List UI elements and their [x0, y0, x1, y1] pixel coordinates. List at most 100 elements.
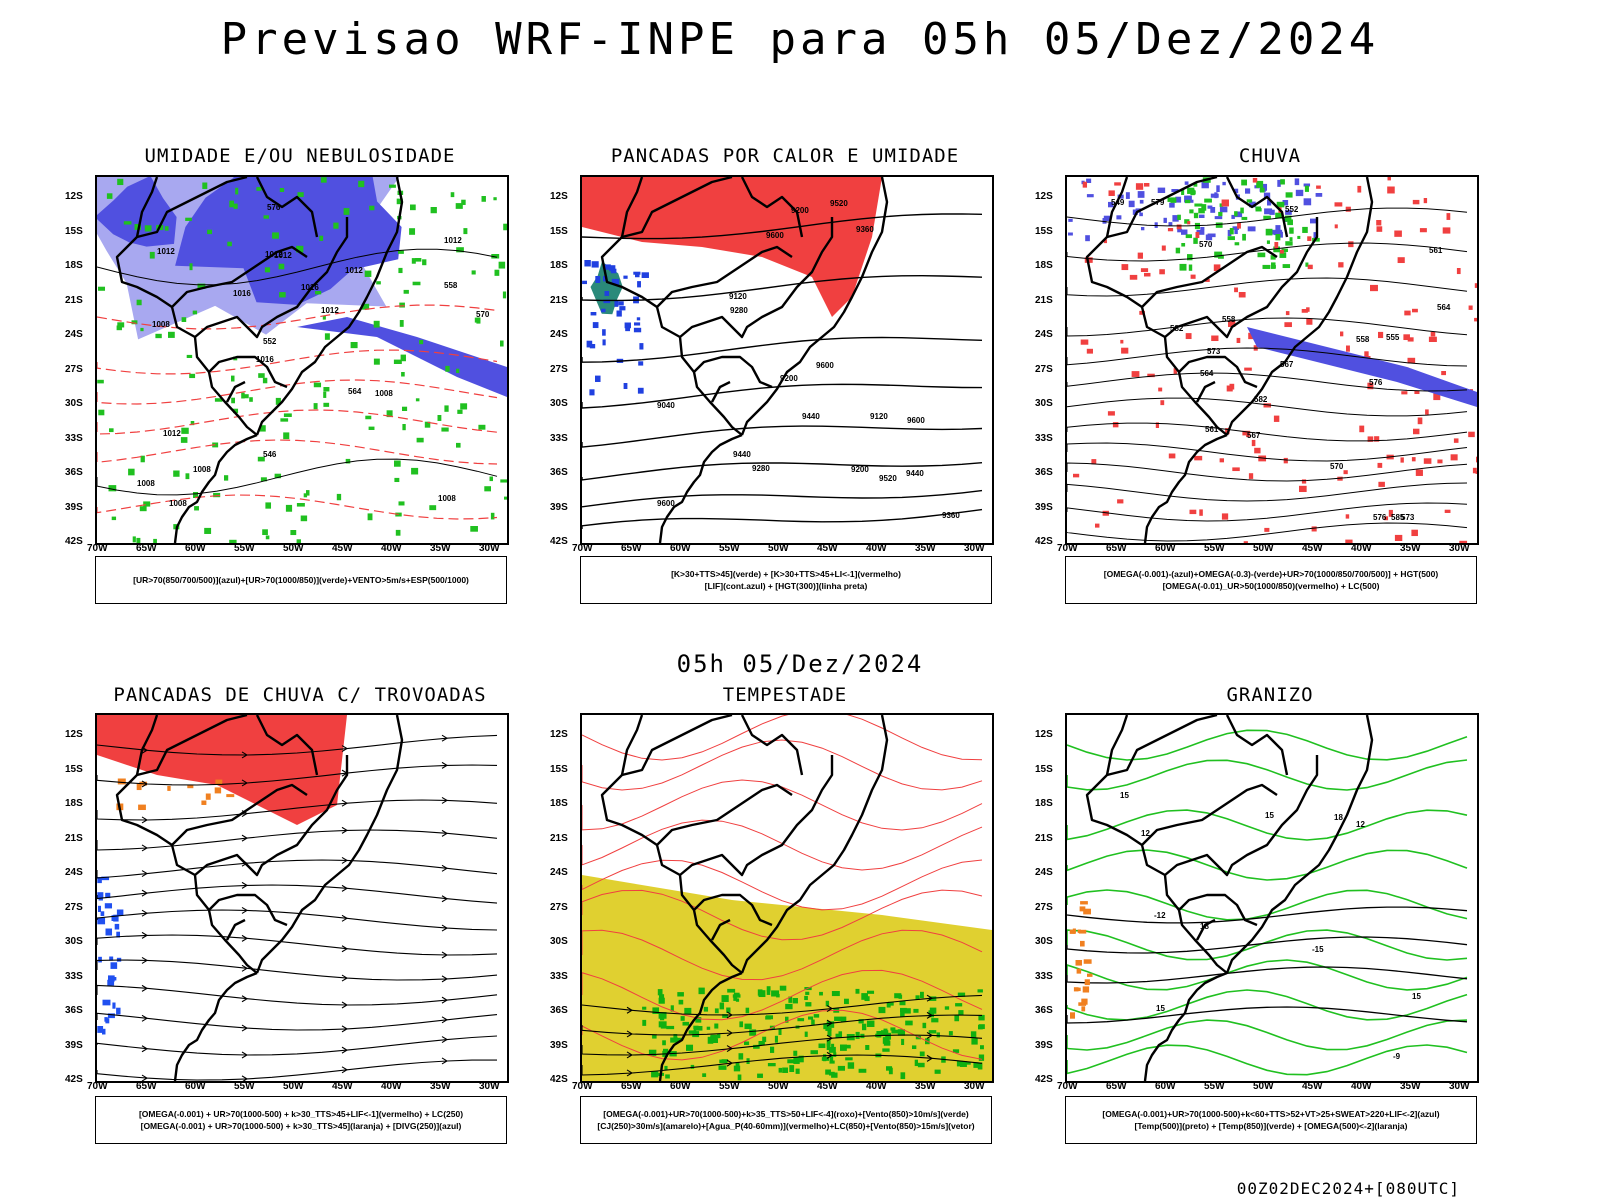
contour-line — [97, 248, 498, 286]
omega-area — [1234, 228, 1238, 235]
longitude-tick-label: 60W — [185, 543, 206, 554]
longitude-tick-label: 30W — [964, 543, 985, 554]
latitude-tick-label: 12S — [550, 729, 568, 740]
omega-area — [1247, 226, 1253, 232]
rain-area — [1475, 470, 1477, 474]
panel-legend: [OMEGA(-0.001) + UR>70(1000-500) + k>30_… — [95, 1096, 507, 1144]
omega-area — [1251, 226, 1256, 232]
omega-area — [1263, 192, 1271, 199]
strong-wind-area — [804, 1031, 808, 1037]
latitude-tick-label: 30S — [550, 398, 568, 409]
temperature-500-contour — [1067, 1006, 1468, 1024]
flow-arrow — [341, 856, 349, 864]
contour-label: 1012 — [163, 429, 181, 438]
low-level-humidity — [491, 254, 500, 259]
strong-wind-area — [733, 1065, 741, 1072]
longitude-tick-label: 40W — [1351, 543, 1372, 554]
lifted-index-contour — [595, 276, 601, 283]
contour-label: 15 — [1412, 992, 1421, 1001]
divergence-area — [97, 917, 106, 925]
rain-area — [1219, 458, 1225, 463]
contour-line — [1067, 372, 1468, 392]
low-level-humidity — [395, 529, 401, 536]
rain-area — [1306, 318, 1313, 325]
strong-wind-area — [706, 1026, 711, 1030]
streamline-850 — [582, 859, 983, 911]
strong-wind-area — [726, 1007, 731, 1013]
low-level-humidity — [257, 456, 265, 462]
low-level-humidity — [419, 339, 424, 345]
omega-area — [1081, 998, 1088, 1005]
rain-area — [1414, 390, 1420, 395]
low-level-humidity — [320, 177, 327, 183]
rain-area — [1229, 383, 1235, 390]
flow-arrow — [626, 1030, 634, 1038]
divergence-area — [104, 903, 113, 909]
divergence-area — [114, 923, 120, 930]
omega-strong-area — [1246, 199, 1253, 203]
flow-arrow — [341, 945, 349, 953]
low-level-humidity — [256, 187, 262, 191]
panel-title: PANCADAS DE CHUVA C/ TROVOADAS — [113, 684, 487, 706]
low-level-humidity — [444, 405, 449, 412]
low-level-humidity — [494, 269, 500, 276]
flow-arrow — [141, 780, 149, 788]
streamline-850 — [582, 969, 983, 1021]
latitude-tick-label: 33S — [65, 432, 83, 444]
low-level-humidity — [231, 375, 235, 382]
longitude-tick-label: 30W — [479, 543, 500, 554]
rain-area — [1176, 224, 1182, 230]
rain-area — [1411, 457, 1416, 462]
latitude-tick-label: 21S — [65, 294, 83, 306]
divergence-area — [116, 1007, 121, 1015]
legend-line: [OMEGA(-0.001)-(azul)+OMEGA(-0.3)-(verde… — [1103, 569, 1439, 579]
strong-wind-area — [931, 1018, 939, 1023]
longitude-tick-label: 70W — [1057, 543, 1078, 554]
lifted-index-contour — [603, 299, 611, 304]
low-level-humidity — [259, 425, 266, 432]
low-level-humidity — [490, 512, 495, 520]
low-level-humidity — [489, 476, 493, 482]
rain-area — [1248, 473, 1254, 479]
longitude-tick-label: 70W — [87, 1081, 108, 1092]
strong-wind-area — [858, 1068, 867, 1073]
rain-area — [1234, 287, 1238, 293]
flow-arrow — [441, 996, 449, 1004]
rain-area — [1437, 459, 1443, 464]
coastline-borders — [1085, 715, 1374, 1081]
omega-area — [1103, 215, 1111, 222]
rain-area — [1384, 516, 1389, 521]
panel-legend: [UR>70(850/700/500)](azul)+[UR>70(1000/8… — [95, 556, 507, 604]
longitude-tick-label: 70W — [1057, 1081, 1078, 1092]
strong-wind-area — [757, 1073, 763, 1078]
strong-wind-area — [922, 1022, 927, 1029]
omega-area — [1163, 217, 1167, 223]
panel-title: UMIDADE E/OU NEBULOSIDADE — [144, 145, 456, 167]
streamline-850 — [582, 819, 983, 871]
low-level-humidity — [402, 406, 408, 412]
rain-area — [1425, 409, 1429, 415]
flow-arrow — [441, 734, 449, 742]
moderate-instability-area — [214, 787, 222, 794]
latitude-tick-label: 36S — [550, 467, 568, 478]
low-level-humidity — [306, 490, 310, 496]
rain-area — [1474, 317, 1477, 322]
strong-wind-area — [684, 1007, 692, 1015]
streamline — [582, 994, 983, 1016]
low-level-humidity — [204, 527, 212, 534]
omega-strong-area — [1234, 211, 1238, 217]
contour-label: 561 — [1429, 246, 1443, 255]
rain-area — [1211, 335, 1219, 342]
contour-label: 1008 — [152, 320, 170, 329]
flow-arrow — [141, 889, 149, 897]
flow-arrow — [826, 1034, 834, 1042]
panel-title: GRANIZO — [1226, 684, 1314, 706]
low-level-humidity — [249, 397, 253, 402]
contour-label: -9 — [1393, 1052, 1401, 1061]
contour-label: 9440 — [906, 469, 924, 478]
low-level-humidity — [503, 223, 507, 231]
contour-label: 564 — [1200, 369, 1214, 378]
low-level-humidity — [398, 501, 405, 506]
flow-arrow — [141, 931, 149, 939]
contour-label: 15 — [1120, 791, 1129, 800]
